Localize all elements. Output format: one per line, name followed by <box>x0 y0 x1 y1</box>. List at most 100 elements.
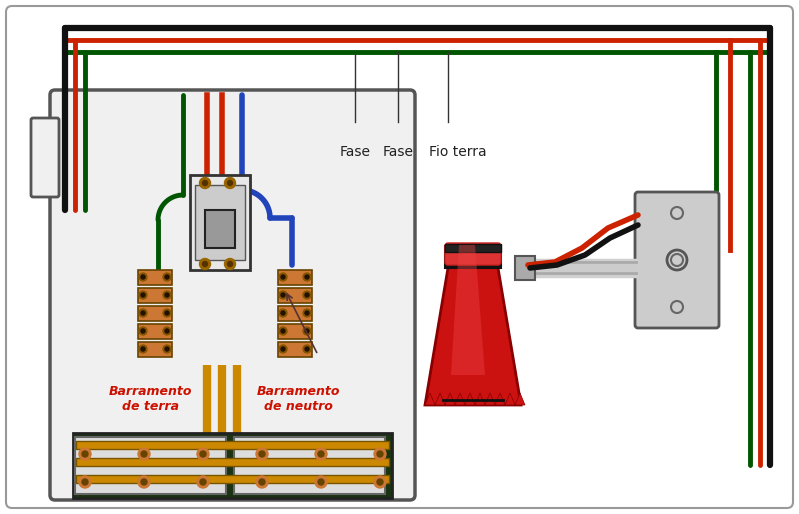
FancyBboxPatch shape <box>50 90 415 500</box>
Circle shape <box>377 451 383 457</box>
Bar <box>190 175 250 270</box>
Bar <box>76 441 389 449</box>
Bar <box>278 288 312 303</box>
Circle shape <box>200 479 206 485</box>
Circle shape <box>165 293 169 297</box>
Bar <box>73 433 392 498</box>
Circle shape <box>256 476 268 488</box>
Bar <box>278 324 312 339</box>
FancyBboxPatch shape <box>31 118 59 197</box>
Circle shape <box>374 448 386 460</box>
Circle shape <box>200 259 210 269</box>
Circle shape <box>303 345 311 353</box>
Circle shape <box>82 479 88 485</box>
Circle shape <box>318 451 324 457</box>
Circle shape <box>138 448 150 460</box>
Circle shape <box>197 448 209 460</box>
Polygon shape <box>505 393 515 405</box>
Circle shape <box>165 329 169 333</box>
Polygon shape <box>435 393 445 405</box>
Circle shape <box>139 345 147 353</box>
FancyBboxPatch shape <box>635 192 719 328</box>
Circle shape <box>305 293 309 297</box>
Circle shape <box>256 448 268 460</box>
Circle shape <box>279 291 287 299</box>
Circle shape <box>279 273 287 281</box>
Bar <box>75 437 226 494</box>
Circle shape <box>225 177 236 189</box>
Circle shape <box>141 329 145 333</box>
Circle shape <box>315 448 327 460</box>
Circle shape <box>305 275 309 279</box>
Circle shape <box>139 273 147 281</box>
Bar <box>278 270 312 285</box>
Circle shape <box>82 451 88 457</box>
Circle shape <box>303 327 311 335</box>
Circle shape <box>281 311 285 315</box>
Circle shape <box>141 293 145 297</box>
Bar <box>76 458 389 466</box>
Circle shape <box>163 273 171 281</box>
Bar <box>138 324 172 339</box>
Circle shape <box>225 259 236 269</box>
Text: Fase: Fase <box>340 145 371 159</box>
Bar <box>445 246 501 268</box>
Circle shape <box>79 448 91 460</box>
Circle shape <box>139 291 147 299</box>
Bar <box>138 270 172 285</box>
Circle shape <box>259 479 265 485</box>
Circle shape <box>281 293 285 297</box>
Polygon shape <box>485 393 495 405</box>
Circle shape <box>139 327 147 335</box>
Bar <box>515 256 535 280</box>
Circle shape <box>165 275 169 279</box>
Circle shape <box>228 262 233 266</box>
Circle shape <box>279 345 287 353</box>
Circle shape <box>281 275 285 279</box>
Polygon shape <box>495 393 505 405</box>
Circle shape <box>141 347 145 351</box>
Polygon shape <box>451 245 485 375</box>
Circle shape <box>259 451 265 457</box>
Circle shape <box>279 309 287 317</box>
Polygon shape <box>445 393 455 405</box>
Circle shape <box>163 291 171 299</box>
Circle shape <box>163 309 171 317</box>
Circle shape <box>303 291 311 299</box>
Polygon shape <box>465 393 475 405</box>
Circle shape <box>374 476 386 488</box>
Bar <box>138 306 172 321</box>
Polygon shape <box>475 393 485 405</box>
Circle shape <box>141 275 145 279</box>
Circle shape <box>141 451 147 457</box>
Polygon shape <box>425 250 521 405</box>
Text: Fase: Fase <box>383 145 414 159</box>
Text: Barramento
de neutro: Barramento de neutro <box>256 385 340 413</box>
Circle shape <box>228 180 233 186</box>
Circle shape <box>165 347 169 351</box>
Polygon shape <box>515 393 525 405</box>
Bar <box>138 288 172 303</box>
Bar <box>234 437 385 494</box>
Circle shape <box>281 347 285 351</box>
Circle shape <box>281 329 285 333</box>
Text: Fio terra: Fio terra <box>429 145 487 159</box>
Circle shape <box>303 309 311 317</box>
Circle shape <box>141 479 147 485</box>
Bar <box>278 306 312 321</box>
Circle shape <box>318 479 324 485</box>
Circle shape <box>202 180 208 186</box>
Circle shape <box>165 311 169 315</box>
Bar <box>195 185 245 260</box>
Circle shape <box>197 476 209 488</box>
Circle shape <box>315 476 327 488</box>
Circle shape <box>163 327 171 335</box>
Circle shape <box>279 327 287 335</box>
Circle shape <box>305 311 309 315</box>
Bar <box>76 475 389 483</box>
Bar <box>445 244 501 252</box>
FancyBboxPatch shape <box>6 6 793 508</box>
Circle shape <box>139 309 147 317</box>
Circle shape <box>305 329 309 333</box>
Circle shape <box>200 177 210 189</box>
